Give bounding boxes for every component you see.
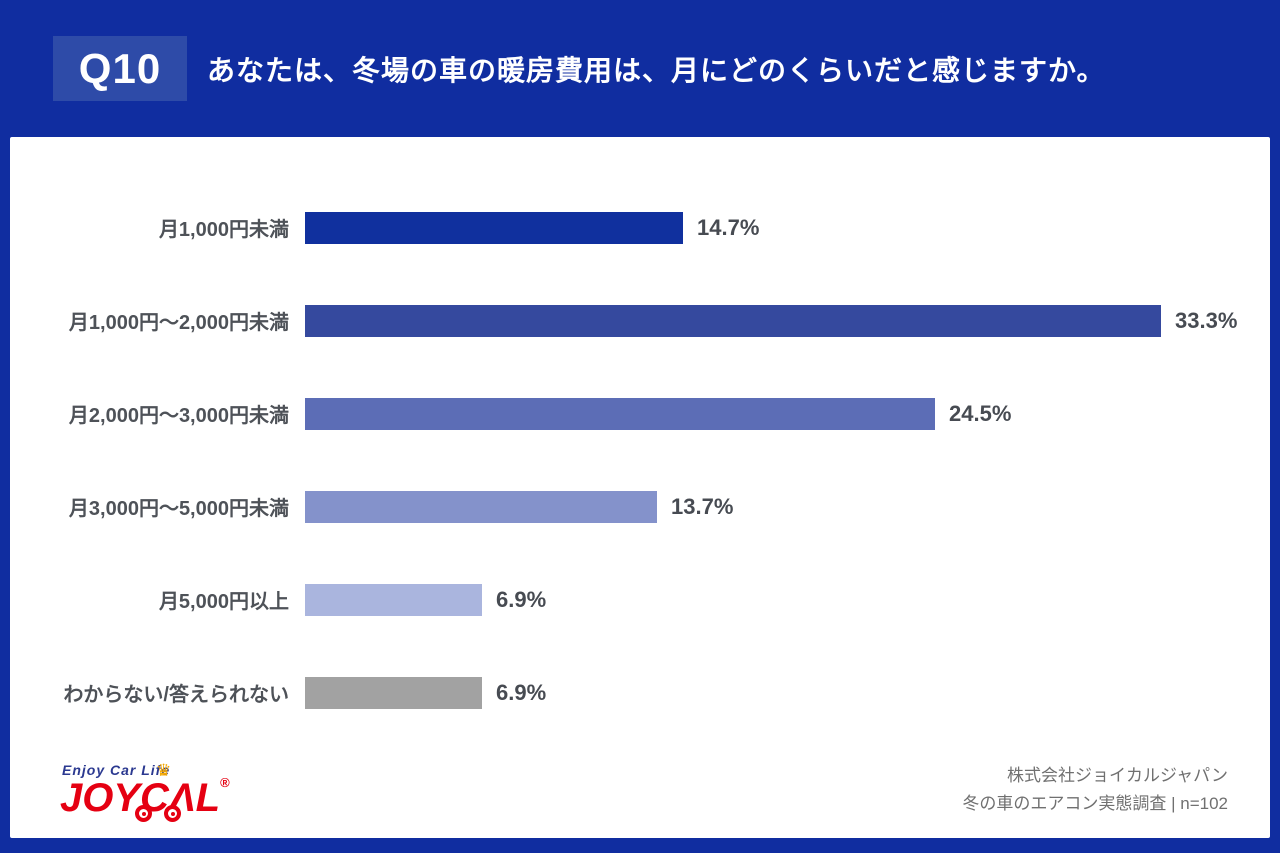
bar-value-label: 6.9% [496,586,547,612]
bar-row: 月2,000円〜3,000円未満 24.5% [10,367,1270,460]
bar-value-label: 13.7% [671,493,734,519]
bar-area: 24.5% [305,397,1270,430]
bar-category-label: わからない/答えられない [63,684,289,706]
bar [305,490,657,523]
bar-value-label: 24.5% [949,400,1012,426]
company-name: 株式会社ジョイカルジャパン [1007,765,1228,785]
bar-category-label: 月1,000円〜2,000円未満 [68,312,289,334]
bar-row: 月1,000円未満 14.7% [10,181,1270,274]
bar-value-label: 14.7% [697,214,760,240]
chart-panel: 月1,000円未満 14.7% 月1,000円〜2,000円未満 33.3% 月… [10,137,1270,838]
joycal-logo: Enjoy Car Life ♛ JOYCΛL® [60,762,240,822]
logo-text-right: L [195,776,221,820]
bar-category-label: 月5,000円以上 [158,591,289,613]
survey-name: 冬の車のエアコン実態調査 | n=102 [962,793,1228,813]
panel-footer: Enjoy Car Life ♛ JOYCΛL® 株式会社ジョイカルジャパン 冬の… [10,762,1270,824]
bar-category-label: 月3,000円〜5,000円未満 [68,498,289,520]
wheel-icon [164,805,181,822]
bar-area: 14.7% [305,211,1270,244]
bar [305,211,683,244]
bar-category-label: 月1,000円未満 [158,219,289,241]
question-header: Q10 あなたは、冬場の車の暖房費用は、月にどのくらいだと感じますか。 [0,0,1280,137]
crown-icon: ♛ [156,761,172,780]
bar-category-label: 月2,000円〜3,000円未満 [68,405,289,427]
bar [305,397,935,430]
logo-wordmark: ♛ JOYCΛL® [60,762,240,822]
bar-value-label: 33.3% [1175,307,1238,333]
wheel-icon [135,805,152,822]
bar [305,304,1161,337]
bar-area: 6.9% [305,583,1270,616]
bar-area: 13.7% [305,490,1270,523]
bar-row: わからない/答えられない 6.9% [10,646,1270,739]
registered-mark: ® [220,775,230,790]
bar [305,676,482,709]
bar-row: 月1,000円〜2,000円未満 33.3% [10,274,1270,367]
bar-chart: 月1,000円未満 14.7% 月1,000円〜2,000円未満 33.3% 月… [10,137,1270,739]
bar-value-label: 6.9% [496,679,547,705]
bar-row: 月3,000円〜5,000円未満 13.7% [10,460,1270,553]
question-number-badge: Q10 [53,36,187,101]
question-title: あなたは、冬場の車の暖房費用は、月にどのくらいだと感じますか。 [207,54,1106,86]
bar-area: 33.3% [305,304,1270,337]
logo-text-left: JOYC [60,776,169,820]
footer-credit: 株式会社ジョイカルジャパン 冬の車のエアコン実態調査 | n=102 [962,762,1228,818]
bar [305,583,482,616]
logo-tagline: Enjoy Car Life [62,762,171,778]
bar-row: 月5,000円以上 6.9% [10,553,1270,646]
bar-area: 6.9% [305,676,1270,709]
